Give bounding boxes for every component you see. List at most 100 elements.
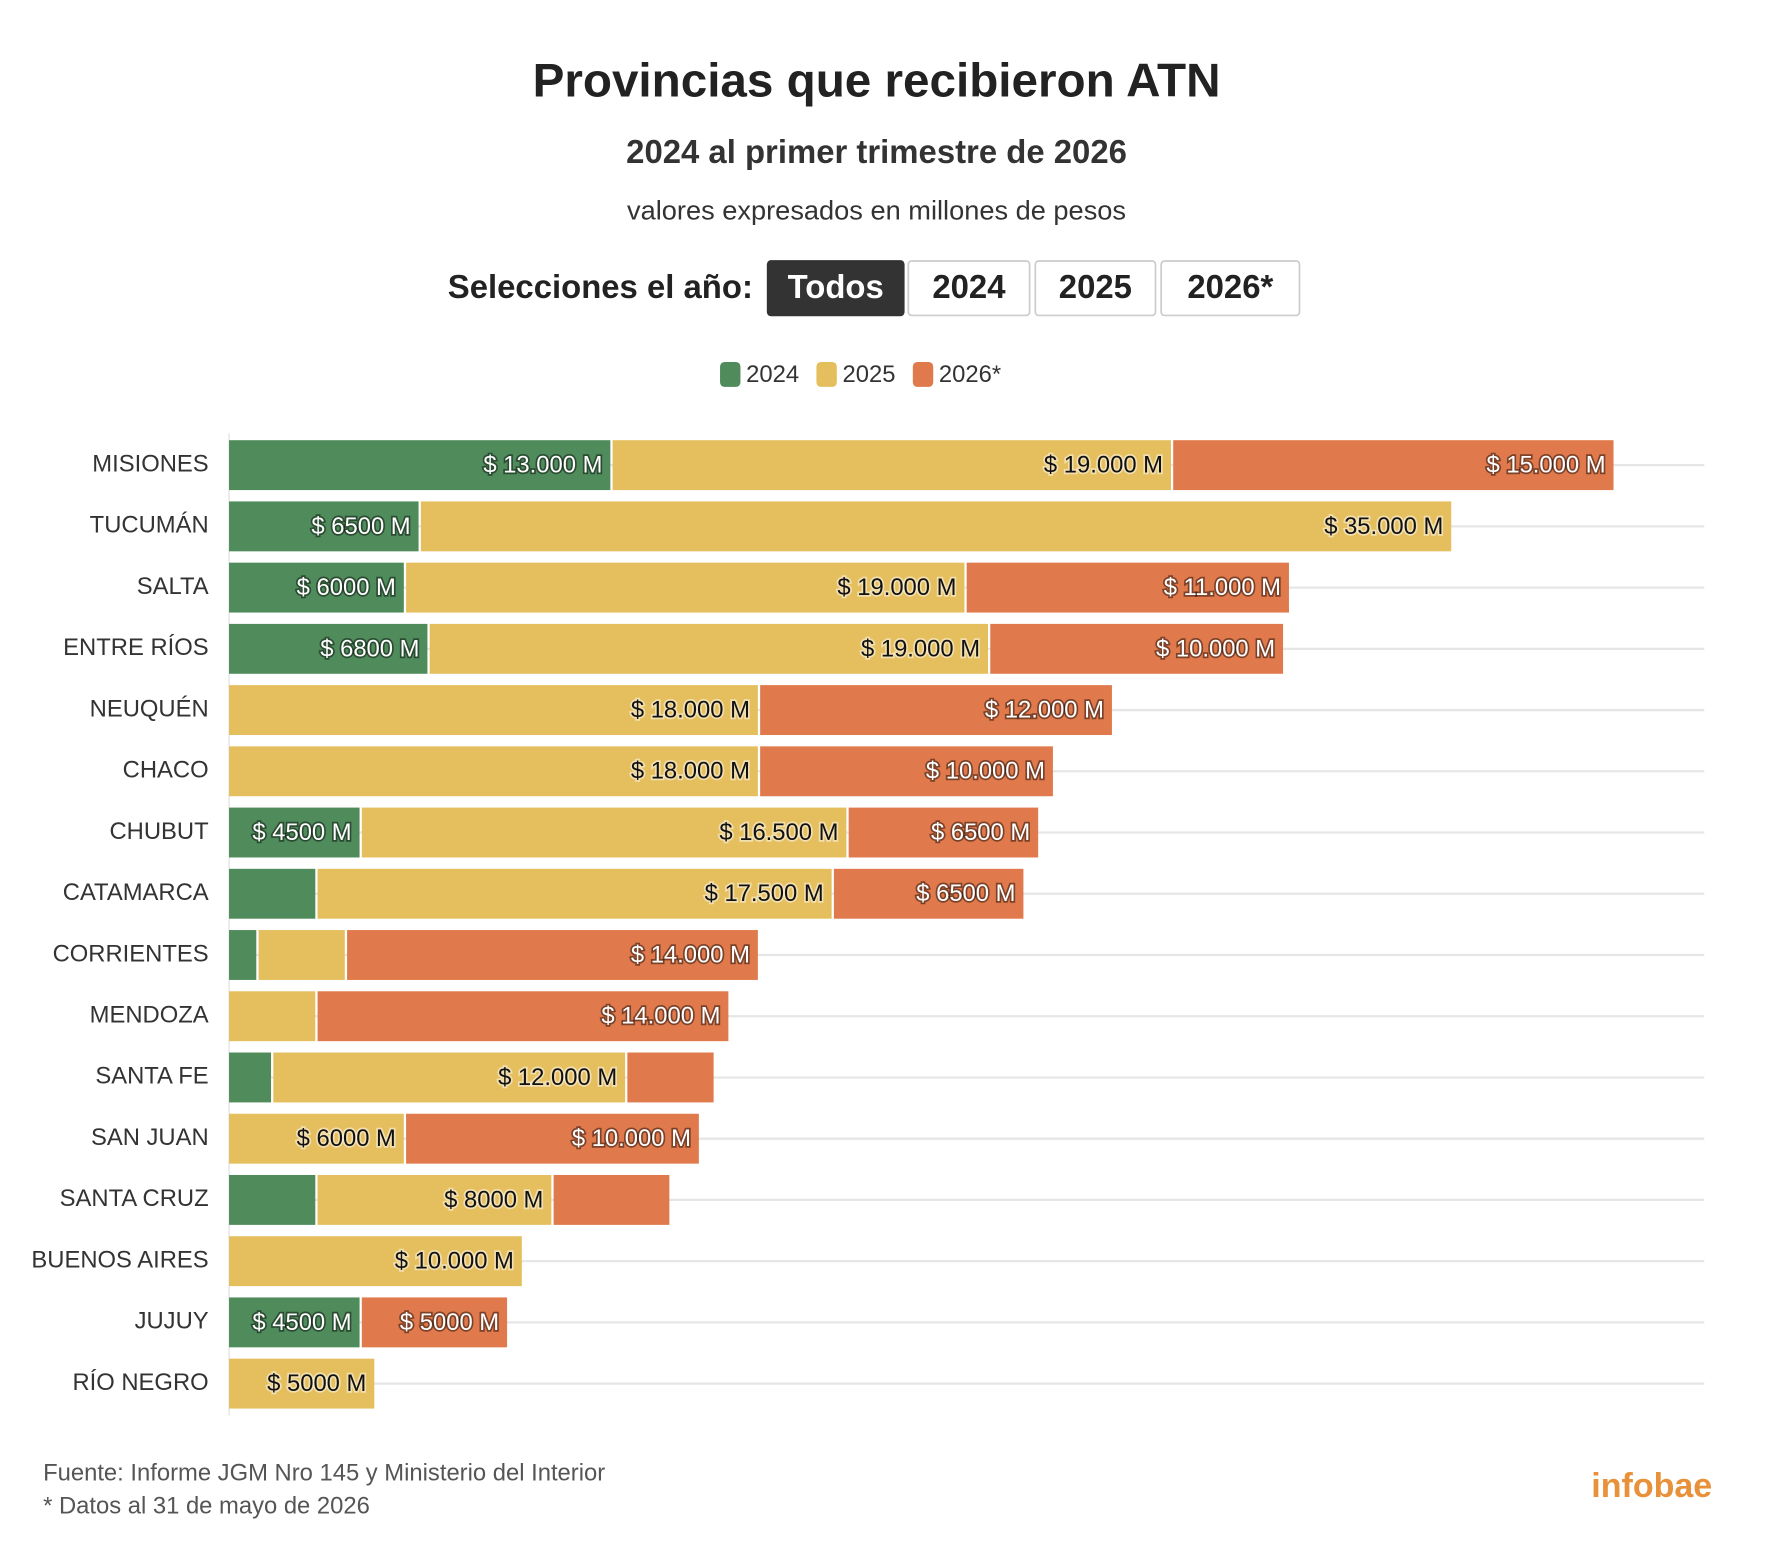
legend-label: 2026* bbox=[939, 361, 1001, 388]
bar-segment bbox=[420, 501, 1452, 552]
data-label: $ 10.000 M bbox=[395, 1248, 514, 1275]
logo: infobae bbox=[1591, 1467, 1712, 1505]
bar-segment bbox=[229, 623, 428, 674]
bar-segment bbox=[347, 930, 758, 980]
bar-segment bbox=[1173, 440, 1614, 491]
bar-segment bbox=[229, 1236, 522, 1287]
data-label: $ 5000 M bbox=[267, 1370, 366, 1397]
data-label: $ 35.000 M bbox=[1324, 513, 1443, 540]
bar-segment bbox=[229, 1297, 360, 1348]
data-label: $ 14.000 M bbox=[631, 941, 750, 968]
bar-segment bbox=[627, 1052, 714, 1103]
bar-segment bbox=[317, 1174, 552, 1225]
data-label: $ 11.000 M bbox=[1164, 574, 1281, 601]
button-box bbox=[907, 260, 1031, 317]
selector-label: Selecciones el año: bbox=[448, 268, 753, 305]
data-label: $ 6800 M bbox=[320, 635, 419, 662]
data-label: $ 6000 M bbox=[297, 1125, 396, 1152]
data-label: $ 19.000 M bbox=[1044, 452, 1163, 479]
button-label: 2026* bbox=[1187, 268, 1273, 305]
button-box bbox=[766, 260, 905, 317]
category-label: SAN JUAN bbox=[91, 1124, 209, 1151]
data-label: $ 17.500 M bbox=[705, 880, 824, 907]
data-label: $ 16.500 M bbox=[719, 819, 838, 846]
data-label: $ 19.000 M bbox=[861, 635, 980, 662]
bar-segment bbox=[317, 868, 832, 919]
button-box bbox=[1160, 260, 1301, 317]
data-label: $ 6500 M bbox=[311, 513, 410, 540]
bar-segment bbox=[760, 685, 1112, 736]
legend-swatch bbox=[720, 361, 741, 387]
category-label: CORRIENTES bbox=[53, 940, 209, 967]
data-label: $ 8000 M bbox=[444, 1186, 543, 1213]
year-button[interactable]: 2025 bbox=[1034, 260, 1157, 317]
category-label: CATAMARCA bbox=[63, 879, 209, 906]
category-label: SANTA CRUZ bbox=[60, 1185, 209, 1212]
bar-segment bbox=[760, 746, 1053, 797]
category-label: SALTA bbox=[137, 573, 209, 600]
bar-segment bbox=[553, 1174, 670, 1225]
bar-segment bbox=[833, 868, 1024, 919]
bar-segment bbox=[229, 562, 404, 613]
bar-segment bbox=[406, 1113, 699, 1164]
year-button[interactable]: Todos bbox=[766, 260, 905, 317]
data-label: $ 14.000 M bbox=[601, 1003, 720, 1030]
legend: 2024 2025 2026* bbox=[720, 361, 1001, 388]
data-label: $ 5000 M bbox=[400, 1309, 499, 1336]
footnote: * Datos al 31 de mayo de 2026 bbox=[43, 1493, 370, 1520]
bar-segment bbox=[429, 623, 989, 674]
bar-segment bbox=[229, 440, 611, 491]
bar-segment bbox=[229, 501, 419, 552]
bar-segment bbox=[361, 807, 847, 858]
bar-segment bbox=[229, 1358, 375, 1409]
category-label: ENTRE RÍOS bbox=[63, 634, 208, 661]
data-label: $ 4500 M bbox=[252, 819, 351, 846]
bar-segment bbox=[258, 930, 345, 980]
data-label: $ 10.000 M bbox=[926, 758, 1045, 785]
button-label: 2024 bbox=[932, 268, 1006, 305]
bar-segment bbox=[229, 1174, 316, 1225]
year-button[interactable]: 2026* bbox=[1160, 260, 1301, 317]
bar-segment bbox=[229, 930, 257, 980]
bar-segment bbox=[612, 440, 1171, 491]
bar-segment bbox=[229, 868, 316, 919]
bar-segment bbox=[273, 1052, 626, 1103]
category-label: CHACO bbox=[123, 757, 209, 784]
data-label: $ 6500 M bbox=[931, 819, 1030, 846]
category-label: TUCUMÁN bbox=[90, 512, 209, 539]
category-label: BUENOS AIRES bbox=[31, 1246, 208, 1273]
category-label: MENDOZA bbox=[90, 1002, 209, 1029]
source: Fuente: Informe JGM Nro 145 y Ministerio… bbox=[43, 1460, 605, 1487]
data-label: $ 6000 M bbox=[297, 574, 396, 601]
bar-segment bbox=[229, 1113, 404, 1164]
bar-segment bbox=[361, 1297, 508, 1348]
button-box bbox=[1034, 260, 1157, 317]
category-label: MISIONES bbox=[92, 450, 208, 477]
data-label: $ 6500 M bbox=[916, 880, 1015, 907]
category-label: JUJUY bbox=[135, 1308, 209, 1335]
data-label: $ 4500 M bbox=[252, 1309, 351, 1336]
bar-segment bbox=[966, 562, 1289, 613]
data-label: $ 12.000 M bbox=[498, 1064, 617, 1091]
category-label: CHUBUT bbox=[109, 818, 208, 845]
bar-segment bbox=[229, 807, 360, 858]
category-label: RÍO NEGRO bbox=[72, 1369, 208, 1396]
button-label: 2025 bbox=[1059, 268, 1132, 305]
year-button[interactable]: 2024 bbox=[907, 260, 1031, 317]
category-label: SANTA FE bbox=[95, 1063, 208, 1090]
bar-segment bbox=[990, 623, 1284, 674]
data-label: $ 15.000 M bbox=[1486, 452, 1605, 479]
legend-label: 2025 bbox=[843, 361, 896, 388]
bar-segment bbox=[229, 1052, 272, 1103]
bar-segment bbox=[229, 991, 316, 1042]
legend-swatch bbox=[912, 361, 934, 387]
data-label: $ 18.000 M bbox=[631, 758, 750, 785]
chart-subtitle: 2024 al primer trimestre de 2026 bbox=[626, 133, 1127, 170]
button-label: Todos bbox=[788, 268, 884, 305]
legend-swatch bbox=[816, 361, 837, 387]
legend-label: 2024 bbox=[746, 361, 799, 388]
data-label: $ 10.000 M bbox=[1156, 635, 1275, 662]
chart-title: Provincias que recibieron ATN bbox=[533, 55, 1221, 108]
bar-segment bbox=[317, 991, 729, 1042]
